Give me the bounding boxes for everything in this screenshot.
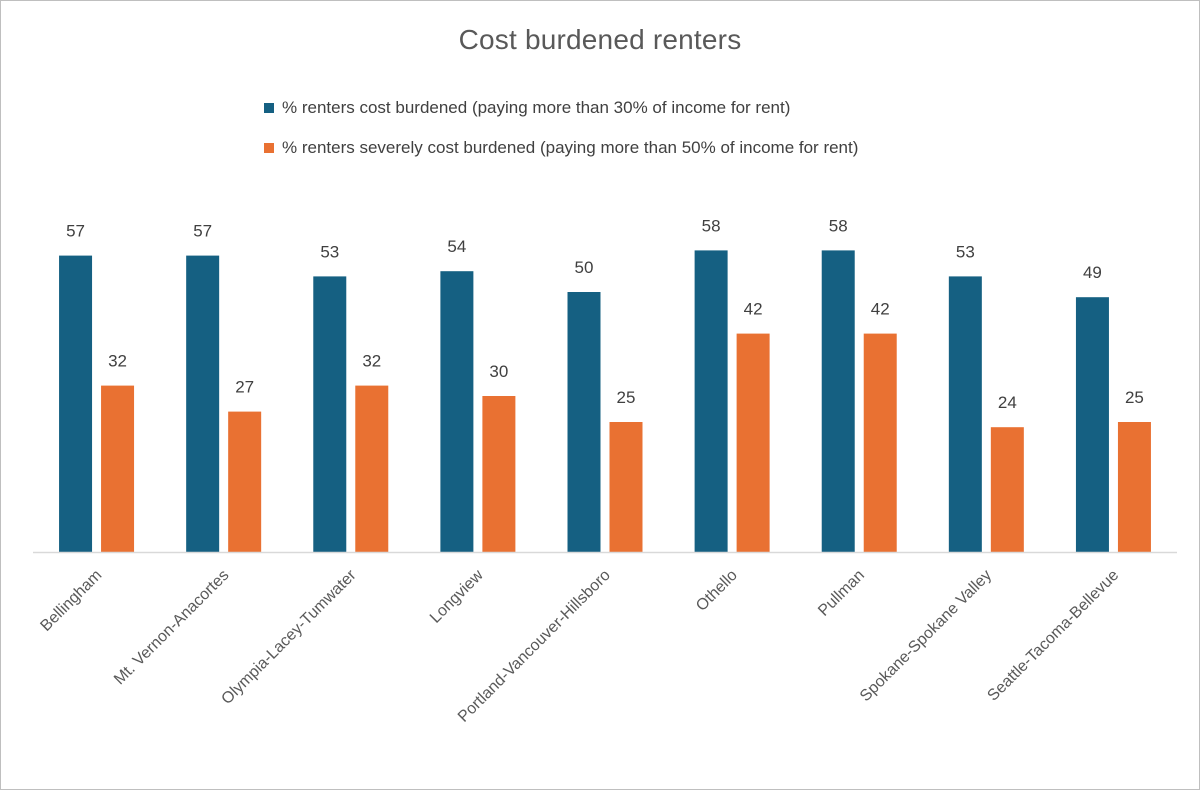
x-tick-label-1: Mt. Vernon-Anacortes xyxy=(111,567,232,688)
x-tick-label-3: Longview xyxy=(427,566,487,626)
data-label-series2-4: 25 xyxy=(617,388,636,407)
bar-series1-2 xyxy=(313,276,347,552)
bar-series2-4 xyxy=(609,422,643,552)
bar-series1-5 xyxy=(694,250,728,552)
data-label-series2-5: 42 xyxy=(744,300,763,319)
bar-series1-6 xyxy=(821,250,855,552)
bar-series2-1 xyxy=(228,411,262,552)
data-label-series2-8: 25 xyxy=(1125,388,1144,407)
x-tick-label-0: Bellingham xyxy=(37,567,105,635)
bar-series2-0 xyxy=(101,385,135,552)
data-label-series2-7: 24 xyxy=(998,393,1017,412)
x-tick-label-7: Spokane-Spokane Valley xyxy=(857,567,995,705)
data-label-series1-1: 57 xyxy=(193,222,212,241)
data-label-series1-7: 53 xyxy=(956,242,975,261)
x-tick-label-6: Pullman xyxy=(815,567,868,620)
data-label-series1-5: 58 xyxy=(702,216,721,235)
data-label-series2-0: 32 xyxy=(108,352,127,371)
chart-title: Cost burdened renters xyxy=(458,24,742,55)
x-tick-label-2: Olympia-Lacey-Tumwater xyxy=(218,566,360,708)
data-label-series2-6: 42 xyxy=(871,300,890,319)
data-label-series2-1: 27 xyxy=(235,378,254,397)
bar-series1-4 xyxy=(567,292,601,552)
x-tick-label-4: Portland-Vancouver-Hillsboro xyxy=(455,567,614,726)
bar-series1-1 xyxy=(186,255,220,552)
data-label-series1-8: 49 xyxy=(1083,263,1102,282)
data-label-series1-6: 58 xyxy=(829,216,848,235)
bar-series2-5 xyxy=(736,333,770,552)
x-tick-labels-layer: Bellingham Mt. Vernon-AnacortesOlympia-La… xyxy=(37,566,1122,725)
bar-series2-2 xyxy=(355,385,389,552)
bar-series2-6 xyxy=(863,333,897,552)
data-label-series2-2: 32 xyxy=(362,352,381,371)
bar-series1-8 xyxy=(1075,297,1109,552)
legend-label-series-2: % renters severely cost burdened (paying… xyxy=(282,138,859,157)
bar-series2-7 xyxy=(990,427,1024,552)
data-labels-layer: 57 32 57 27 53 32 54 30 50 25 58 42 58 42 53 24 49 25 xyxy=(66,216,1144,412)
legend-label-series-1: % renters cost burdened (paying more tha… xyxy=(282,98,791,117)
data-label-series1-2: 53 xyxy=(320,242,339,261)
legend-swatch-series-1 xyxy=(264,103,274,113)
data-label-series2-3: 30 xyxy=(489,362,508,381)
data-label-series1-0: 57 xyxy=(66,222,85,241)
bar-series1-0 xyxy=(59,255,93,552)
bars-layer xyxy=(59,250,1151,552)
legend: % renters cost burdened (paying more tha… xyxy=(264,88,858,168)
bar-series1-7 xyxy=(948,276,982,552)
x-tick-label-8: Seattle-Tacoma-Bellevue xyxy=(984,567,1122,705)
bar-series2-3 xyxy=(482,396,516,552)
legend-swatch-series-2 xyxy=(264,143,274,153)
bar-series1-3 xyxy=(440,271,474,552)
legend-item-series-1: % renters cost burdened (paying more tha… xyxy=(264,88,858,128)
x-tick-label-5: Othello xyxy=(693,567,741,615)
legend-item-series-2: % renters severely cost burdened (paying… xyxy=(264,128,858,168)
bar-series2-8 xyxy=(1117,422,1151,552)
data-label-series1-4: 50 xyxy=(575,258,594,277)
data-label-series1-3: 54 xyxy=(447,237,466,256)
